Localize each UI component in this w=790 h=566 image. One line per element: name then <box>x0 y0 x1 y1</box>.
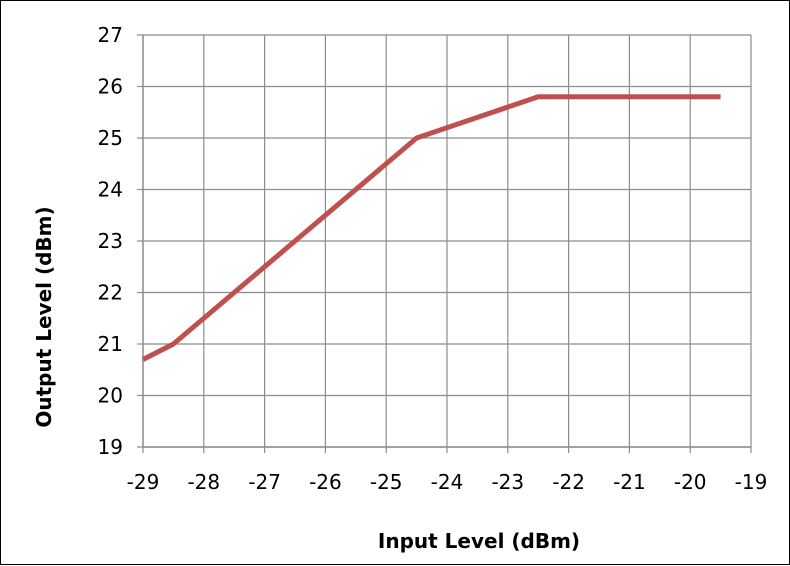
y-tick-labels: 19 20 21 22 23 24 25 26 27 <box>98 23 123 459</box>
y-tick-label: 21 <box>98 332 123 356</box>
y-tick-label: 24 <box>98 178 123 202</box>
y-tick-label: 27 <box>98 23 123 47</box>
x-tick-labels: -29 -28 -27 -26 -25 -24 -23 -22 -21 -20 -19 <box>127 470 768 494</box>
x-tick-label: -28 <box>187 470 220 494</box>
series-line <box>141 94 721 362</box>
y-tick-label: 25 <box>98 126 123 150</box>
y-tick-label: 19 <box>98 435 123 459</box>
x-tick-label: -29 <box>127 470 160 494</box>
x-tick-label: -19 <box>735 470 768 494</box>
x-tick-label: -26 <box>309 470 342 494</box>
x-tick-label: -25 <box>370 470 403 494</box>
x-tick-label: -22 <box>552 470 585 494</box>
y-axis-title: Output Level (dBm) <box>32 206 56 427</box>
x-axis-title: Input Level (dBm) <box>378 529 580 553</box>
y-tick-label: 20 <box>98 384 123 408</box>
x-tick-label: -27 <box>248 470 281 494</box>
x-tick-label: -24 <box>431 470 464 494</box>
y-tick-label: 22 <box>98 281 123 305</box>
series-layer <box>141 94 721 362</box>
axes <box>137 34 752 453</box>
x-tick-label: -20 <box>674 470 707 494</box>
y-tick-label: 26 <box>98 75 123 99</box>
x-tick-label: -21 <box>613 470 646 494</box>
x-tick-label: -23 <box>491 470 524 494</box>
y-tick-label: 23 <box>98 229 123 253</box>
